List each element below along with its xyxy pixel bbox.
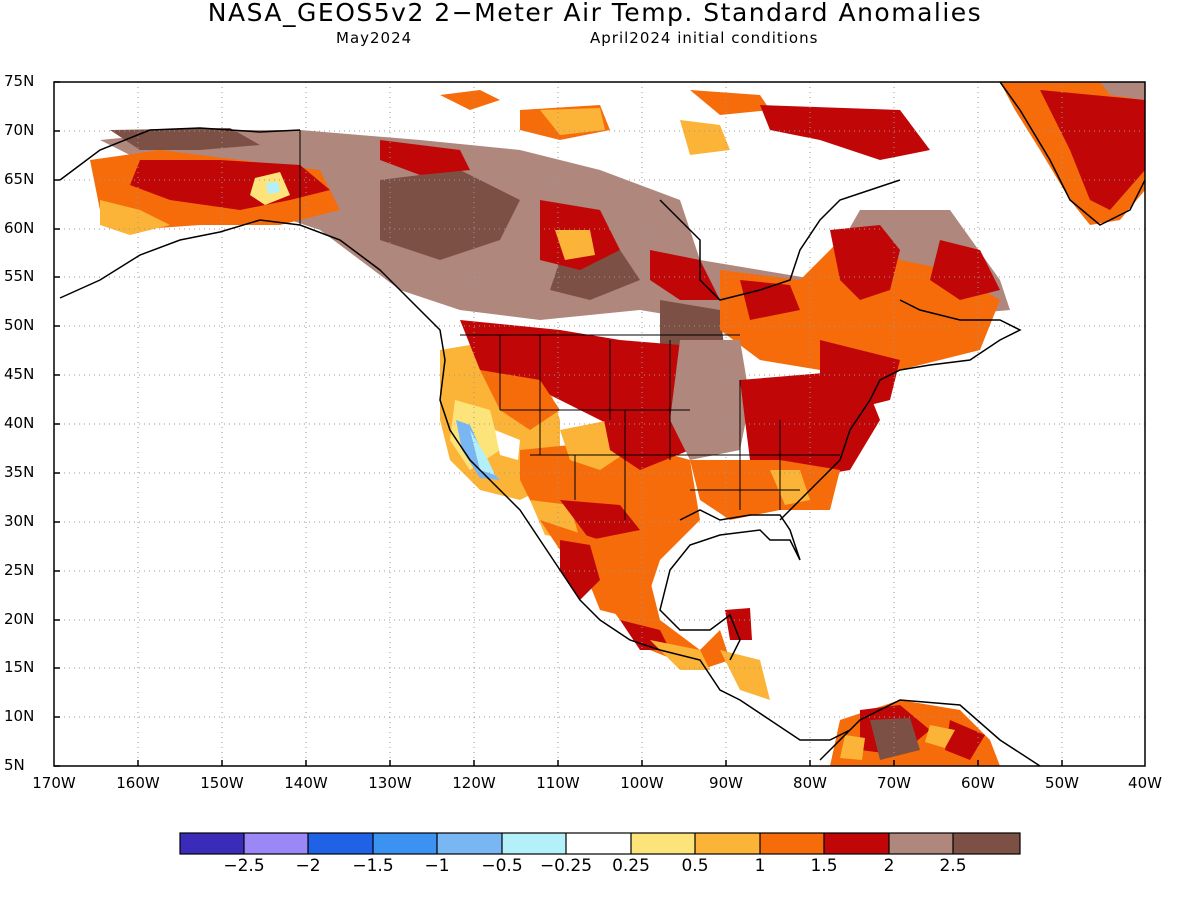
lat-label: 65N: [4, 170, 35, 188]
colorbar-label: 1: [754, 856, 766, 876]
lon-label: 110W: [536, 774, 580, 792]
lat-label: 75N: [4, 72, 35, 90]
colorbar-swatch-2: [308, 833, 373, 854]
colorbar-swatch-3: [373, 833, 437, 854]
lat-label: 45N: [4, 365, 35, 383]
colorbar-swatch-11: [889, 833, 953, 854]
colorbar-label: −0.5: [481, 856, 523, 876]
lat-label: 5N: [4, 756, 25, 774]
colorbar-label: 0.5: [681, 856, 709, 876]
lon-label: 170W: [32, 774, 76, 792]
lon-label: 40W: [1128, 774, 1162, 792]
colorbar-label: −2.5: [223, 856, 265, 876]
colorbar-swatch-6: [566, 833, 631, 854]
colorbar-swatch-7: [631, 833, 695, 854]
colorbar-swatch-9: [760, 833, 824, 854]
map-grid: [54, 82, 1145, 766]
lat-label: 15N: [4, 658, 35, 676]
lon-label: 60W: [961, 774, 995, 792]
colorbar-swatch-12: [953, 833, 1020, 854]
colorbar-label: −1.5: [352, 856, 394, 876]
lon-label: 70W: [877, 774, 911, 792]
lon-label: 130W: [368, 774, 412, 792]
lat-label: 25N: [4, 561, 35, 579]
coastlines: [59, 82, 1145, 766]
colorbar-swatch-8: [695, 833, 760, 854]
lat-label: 40N: [4, 414, 35, 432]
colorbar-label: 1.5: [810, 856, 838, 876]
lon-label: 120W: [452, 774, 496, 792]
lat-label: 70N: [4, 121, 35, 139]
lat-label: 30N: [4, 512, 35, 530]
colorbar-swatch-1: [244, 833, 308, 854]
lat-label: 60N: [4, 219, 35, 237]
colorbar: [179, 832, 1021, 855]
colorbar-swatch-5: [502, 833, 566, 854]
lon-label: 50W: [1045, 774, 1079, 792]
lat-label: 55N: [4, 267, 35, 285]
colorbar-label: −1: [424, 856, 450, 876]
colorbar-swatch-0: [180, 833, 244, 854]
lon-label: 140W: [284, 774, 328, 792]
map-title: NASA_GEOS5v2 2−Meter Air Temp. Standard …: [207, 0, 983, 27]
colorbar-label: 2.5: [939, 856, 967, 876]
initial-conditions: April2024 initial conditions: [590, 29, 819, 47]
colorbar-label: −2: [295, 856, 321, 876]
lat-label: 50N: [4, 316, 35, 334]
colorbar-label: −0.25: [539, 856, 593, 876]
lon-label: 150W: [200, 774, 244, 792]
colorbar-swatch-10: [824, 833, 889, 854]
lon-label: 80W: [793, 774, 827, 792]
lon-label: 90W: [709, 774, 743, 792]
lon-label: 100W: [620, 774, 664, 792]
lat-label: 35N: [4, 463, 35, 481]
colorbar-label: 0.25: [612, 856, 650, 876]
colorbar-label: 2: [883, 856, 895, 876]
lon-label: 160W: [116, 774, 160, 792]
lat-label: 20N: [4, 610, 35, 628]
forecast-month: May2024: [336, 29, 413, 47]
lat-label: 10N: [4, 707, 35, 725]
colorbar-swatch-4: [437, 833, 502, 854]
us-state-borders: [299, 130, 840, 520]
